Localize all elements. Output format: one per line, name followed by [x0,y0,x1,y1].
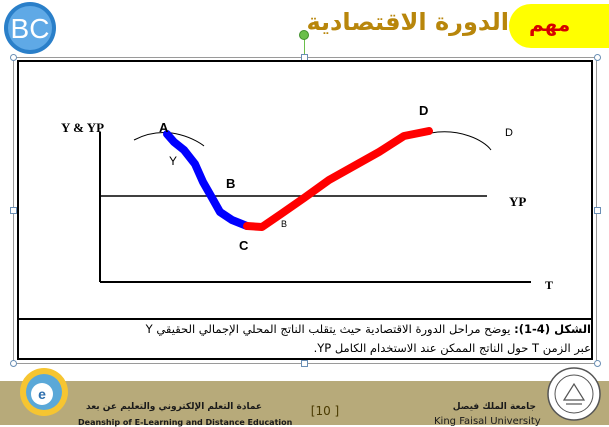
svg-text:BC: BC [11,13,50,44]
caption-line-2: عبر الزمن T حول الناتج الممكن عند الاستخ… [313,341,591,355]
footer-university-en: King Faisal University [434,416,541,427]
resize-handle-r[interactable] [594,207,601,214]
point-label-c: C [239,238,249,253]
reference-curve-right [430,131,492,151]
caption-line-1-text: يوضح مراحل الدورة الاقتصادية حيث يتقلب ا… [145,322,515,336]
resize-handle-l[interactable] [10,207,17,214]
resize-handle-tl[interactable] [10,54,17,61]
curve-label-d: D [505,127,513,139]
resize-handle-b[interactable] [301,360,308,367]
curve-label-b: B [281,219,287,229]
bc-logo: BC [4,2,56,54]
elearning-logo: e [20,368,68,416]
point-label-a: A [159,120,169,135]
rotate-handle[interactable] [299,30,309,40]
yp-label: YP [509,194,526,209]
footer-deanship-en: Deanship of E-Learning and Distance Educ… [78,418,293,427]
important-tag: مهم [509,4,609,48]
important-tag-label: مهم [529,12,571,36]
resize-handle-bl[interactable] [10,360,17,367]
reference-curve-left [133,132,205,147]
resize-handle-br[interactable] [594,360,601,367]
point-label-b: B [226,176,235,191]
title-bar: الدورة الاقتصادية مهم [300,4,609,48]
rotate-handle-stem [304,38,305,58]
caption-line-1: الشكل (4-1): يوضح مراحل الدورة الاقتصادي… [146,320,591,339]
business-cycle-figure: Y & YP A Y B C B D D YP T [17,60,593,360]
page-number: [10 ] [310,404,340,418]
expansion-curve [243,127,433,231]
curve-label-y: Y [169,154,177,168]
slide-title: الدورة الاقتصادية [306,8,509,36]
svg-text:e: e [38,386,46,402]
business-cycle-diagram: Y & YP A Y B C B D D YP T [61,103,553,292]
resize-handle-tr[interactable] [594,54,601,61]
footer-deanship-ar: عمادة التعلم الإلكتروني والتعليم عن بعد [86,402,262,412]
caption-figure-number: الشكل (4-1): [514,322,591,336]
t-axis-label: T [545,278,553,292]
figure-caption: الشكل (4-1): يوضح مراحل الدورة الاقتصادي… [146,320,593,360]
footer-bar [0,381,609,425]
footer-university-ar: جامعة الملك فيصل [452,402,536,412]
contraction-curve [163,130,251,230]
university-seal-logo [547,367,601,421]
y-axis-label: Y & YP [61,120,104,135]
caption-divider [17,318,593,320]
point-label-d: D [419,103,428,118]
